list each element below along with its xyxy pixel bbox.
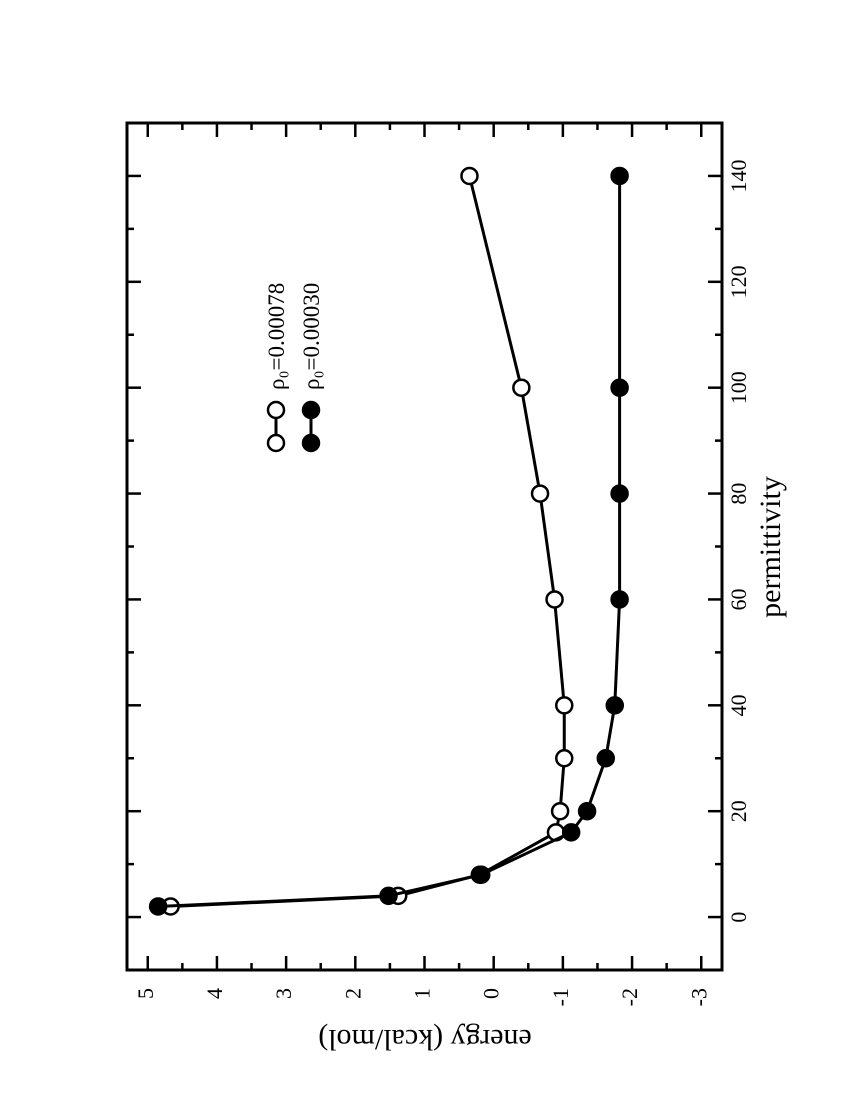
legend-entry-2: ρ₀=0.00030: [299, 283, 324, 453]
data-point-filled: [610, 484, 629, 503]
y-tick-label: -3: [686, 988, 711, 1006]
series-line: [158, 175, 622, 908]
legend: ρ₀=0.00078 ρ₀=0.00030: [264, 283, 324, 453]
y-tick-label: 1: [410, 988, 435, 999]
legend-label: ρ₀=0.00030: [299, 283, 324, 390]
x-tick-label: 80: [726, 483, 751, 505]
x-tick-label: 0: [726, 912, 751, 923]
x-tick-label: 120: [726, 265, 751, 298]
x-tick-label: 40: [726, 694, 751, 716]
x-tick-label: 20: [726, 800, 751, 822]
data-point-open: [530, 484, 550, 503]
data-point-filled: [596, 749, 616, 768]
legend-entry-1: ρ₀=0.00078: [264, 283, 289, 453]
plot-frame: [125, 121, 724, 972]
series-2: [148, 166, 629, 916]
y-tick-label: -2: [617, 988, 642, 1006]
data-point-open: [512, 378, 531, 397]
x-tick-label: 60: [726, 588, 751, 610]
data-point-filled: [610, 590, 629, 609]
series-layer: [148, 166, 629, 916]
y-tick-label: 2: [340, 988, 365, 999]
y-tick-label: 5: [133, 988, 158, 999]
x-tick-label: 140: [726, 159, 751, 192]
y-tick-label: -1: [548, 988, 573, 1006]
data-point-open: [460, 166, 479, 186]
data-point-filled: [610, 166, 629, 186]
data-point-open: [555, 749, 574, 768]
x-tick-label: 100: [726, 371, 751, 404]
axis-ticks: [127, 123, 722, 970]
y-tick-label: 3: [271, 988, 296, 999]
legend-marker: [301, 400, 321, 420]
series-line: [170, 175, 566, 908]
data-point-filled: [379, 886, 398, 906]
data-point-filled: [561, 823, 581, 842]
x-axis-title: permittivity: [754, 476, 787, 618]
legend-marker: [301, 433, 321, 453]
tick-labels: 0 20 40 60 80 100 120 140 5 4 3 2 1 0 -1 -2 -3: [133, 159, 751, 1006]
data-point-filled: [577, 801, 597, 821]
y-axis-title: energy (kcal/mol): [318, 1023, 532, 1056]
series-1: [161, 166, 574, 916]
y-tick-label: 0: [479, 988, 504, 999]
data-point-open: [550, 801, 570, 821]
data-point-filled: [610, 378, 629, 397]
legend-label: ρ₀=0.00078: [264, 283, 289, 390]
y-tick-label: 4: [202, 988, 227, 999]
data-point-filled: [471, 865, 491, 884]
data-point-open: [545, 590, 564, 609]
legend-marker: [266, 400, 286, 420]
data-point-filled: [605, 696, 625, 715]
data-point-filled: [148, 897, 168, 916]
data-point-open: [555, 696, 574, 715]
legend-marker: [266, 433, 286, 453]
